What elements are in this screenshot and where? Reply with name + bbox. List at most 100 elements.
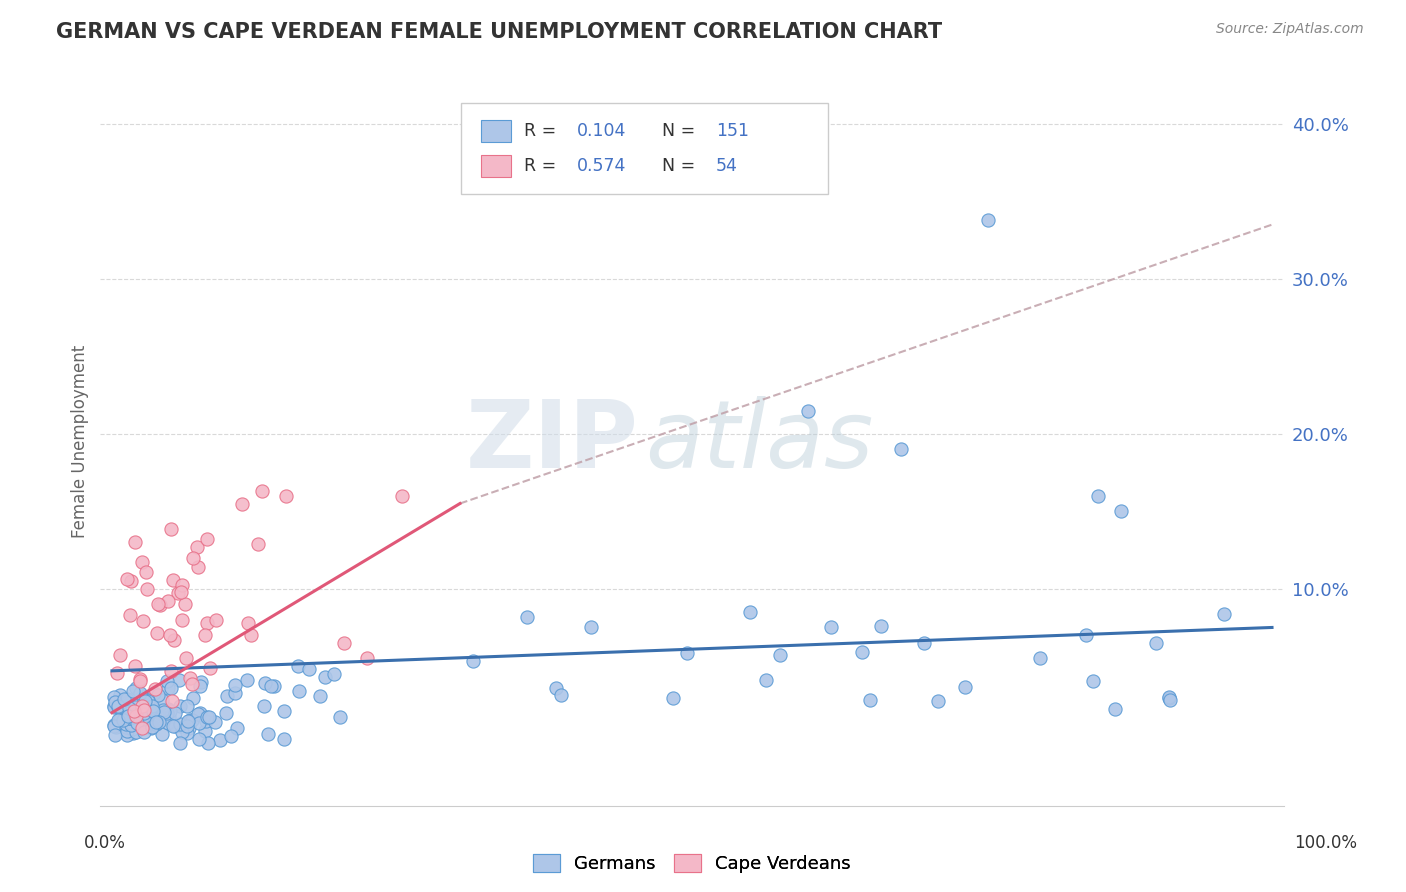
Point: [198, 660, 221, 674]
Point: [115, 692, 138, 706]
Point: [115, 728, 138, 742]
Point: [134, 703, 156, 717]
Point: [180, 677, 202, 691]
Point: [179, 671, 201, 685]
Point: [890, 442, 912, 457]
Point: [160, 664, 183, 678]
Point: [197, 710, 219, 724]
Point: [273, 704, 295, 718]
Point: [141, 720, 163, 734]
Text: N =: N =: [662, 121, 702, 140]
Point: [1029, 651, 1052, 665]
Point: [114, 692, 136, 706]
Point: [322, 667, 344, 681]
Point: [1104, 702, 1126, 716]
Point: [181, 690, 204, 705]
Point: [167, 673, 190, 688]
Point: [125, 708, 148, 723]
Point: [129, 673, 152, 688]
Point: [214, 706, 236, 720]
Point: [135, 582, 157, 596]
Point: [156, 674, 179, 689]
Point: [163, 633, 186, 648]
Point: [170, 613, 193, 627]
Text: R =: R =: [524, 157, 562, 176]
Point: [329, 709, 352, 723]
Point: [143, 681, 166, 696]
Point: [103, 699, 125, 714]
Point: [107, 700, 129, 714]
Point: [118, 711, 141, 725]
Point: [139, 702, 162, 716]
Point: [121, 722, 143, 736]
Point: [153, 705, 176, 719]
Point: [122, 704, 145, 718]
Point: [134, 714, 156, 728]
Point: [195, 710, 218, 724]
Point: [124, 707, 146, 722]
Point: [235, 673, 257, 687]
Text: GERMAN VS CAPE VERDEAN FEMALE UNEMPLOYMENT CORRELATION CHART: GERMAN VS CAPE VERDEAN FEMALE UNEMPLOYME…: [56, 22, 942, 42]
Point: [152, 703, 174, 717]
Point: [209, 732, 232, 747]
Point: [188, 706, 211, 720]
Point: [1081, 673, 1104, 688]
Point: [124, 681, 146, 695]
Point: [1087, 489, 1109, 503]
Point: [253, 698, 276, 713]
Point: [356, 651, 378, 665]
Point: [516, 610, 538, 624]
Point: [870, 619, 893, 633]
Point: [124, 699, 146, 714]
Point: [190, 675, 212, 690]
Text: 100.0%: 100.0%: [1294, 834, 1357, 852]
Point: [769, 648, 792, 662]
Point: [162, 694, 184, 708]
Point: [125, 715, 148, 730]
Point: [263, 679, 285, 693]
Point: [172, 578, 194, 592]
Point: [157, 709, 180, 723]
Point: [754, 673, 776, 687]
Point: [110, 712, 132, 726]
Point: [859, 692, 882, 706]
Point: [176, 726, 198, 740]
Point: [187, 559, 209, 574]
Point: [148, 714, 170, 729]
Point: [110, 688, 132, 702]
Point: [159, 522, 181, 536]
Point: [169, 736, 191, 750]
Point: [260, 679, 283, 693]
Point: [314, 670, 336, 684]
Point: [136, 692, 159, 706]
Point: [1159, 691, 1181, 706]
Point: [1144, 636, 1167, 650]
Point: [1159, 693, 1181, 707]
Point: [146, 626, 169, 640]
Point: [141, 698, 163, 713]
Point: [912, 636, 935, 650]
Point: [108, 648, 131, 662]
Point: [131, 689, 153, 703]
Point: [550, 689, 572, 703]
Point: [194, 723, 217, 738]
Point: [205, 613, 228, 627]
Point: [1109, 504, 1132, 518]
Point: [107, 699, 129, 714]
Point: [118, 701, 141, 715]
Point: [131, 704, 153, 718]
Point: [176, 719, 198, 733]
Point: [463, 654, 485, 668]
Point: [157, 594, 180, 608]
Text: ZIP: ZIP: [465, 395, 638, 488]
Point: [156, 706, 179, 720]
Point: [1157, 690, 1180, 704]
Point: [104, 695, 127, 709]
Point: [238, 615, 260, 630]
Point: [145, 713, 167, 727]
Point: [157, 681, 180, 696]
Point: [197, 736, 219, 750]
Point: [131, 710, 153, 724]
Point: [204, 714, 226, 729]
Text: 0.104: 0.104: [578, 121, 627, 140]
